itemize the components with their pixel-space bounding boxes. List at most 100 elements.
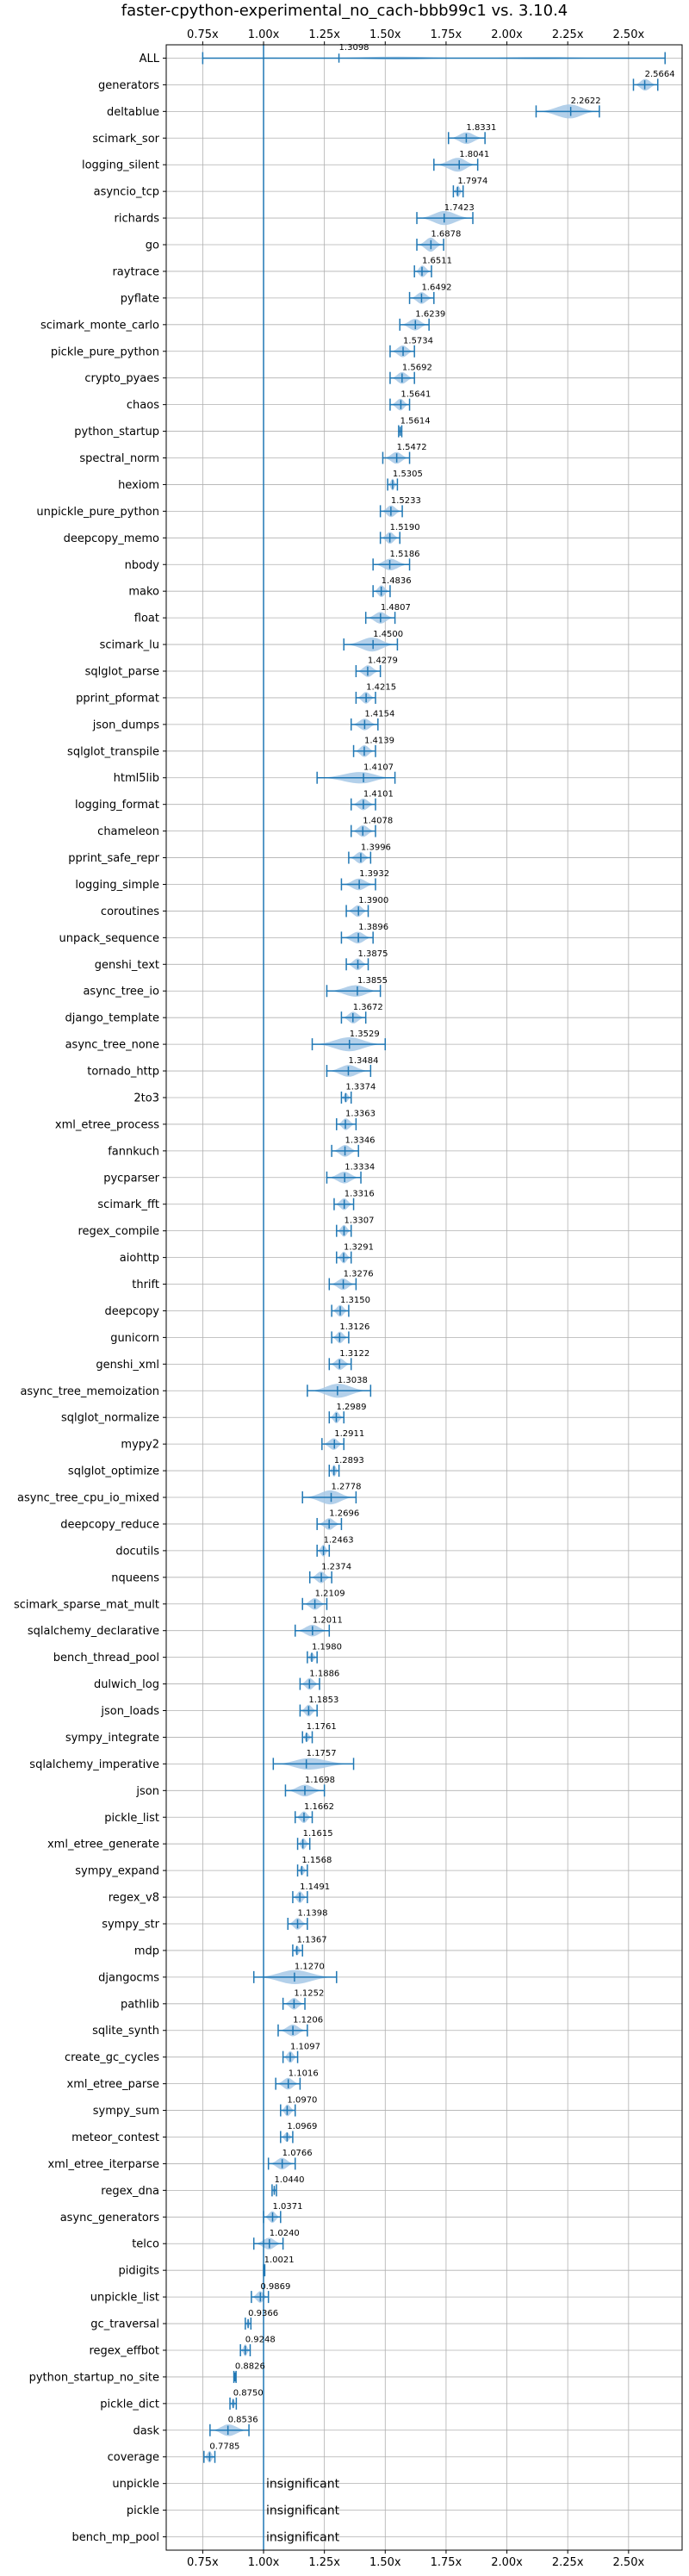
data-label: 1.3126 bbox=[339, 1322, 369, 1332]
x-tick-label-top: 0.75x bbox=[187, 28, 219, 41]
category-label: chaos bbox=[127, 399, 159, 412]
insignificant-label: insignificant bbox=[266, 2504, 340, 2518]
data-label: 1.3307 bbox=[344, 1216, 374, 1225]
category-label: hexiom bbox=[118, 479, 159, 492]
category-label: unpickle_list bbox=[90, 2292, 159, 2305]
category-label: meteor_contest bbox=[71, 2131, 159, 2144]
category-label: deepcopy_reduce bbox=[60, 1518, 159, 1531]
category-label: pprint_safe_repr bbox=[68, 852, 159, 865]
data-label: 1.2911 bbox=[334, 1429, 364, 1439]
data-label: 1.4107 bbox=[363, 762, 394, 772]
data-label: 1.1980 bbox=[312, 1642, 342, 1652]
category-label: sqlglot_normalize bbox=[61, 1412, 159, 1425]
category-label: xml_etree_process bbox=[55, 1118, 159, 1131]
data-label: 1.3098 bbox=[339, 43, 369, 53]
data-label: 1.3316 bbox=[344, 1189, 375, 1198]
data-label: 0.9366 bbox=[248, 2309, 278, 2318]
data-label: 1.1016 bbox=[289, 2069, 319, 2078]
category-label: python_startup_no_site bbox=[29, 2371, 159, 2384]
data-label: 0.8750 bbox=[233, 2389, 264, 2399]
category-label: pickle_dict bbox=[100, 2398, 159, 2411]
category-label: sqlite_synth bbox=[92, 2025, 159, 2038]
category-label: pprint_pformat bbox=[76, 692, 159, 705]
category-label: gunicorn bbox=[110, 1332, 159, 1345]
category-label: sympy_integrate bbox=[65, 1732, 159, 1745]
data-label: 1.0970 bbox=[287, 2095, 317, 2105]
category-label: create_gc_cycles bbox=[65, 2051, 159, 2064]
data-label: 1.6878 bbox=[431, 230, 461, 240]
category-label: genshi_xml bbox=[96, 1359, 159, 1372]
category-label: genshi_text bbox=[95, 959, 159, 972]
data-label: 1.5734 bbox=[403, 336, 433, 345]
category-label: sqlglot_parse bbox=[85, 666, 159, 679]
data-label: 1.7974 bbox=[457, 177, 487, 186]
data-label: 1.2374 bbox=[321, 1563, 351, 1572]
data-label: 1.3334 bbox=[344, 1163, 375, 1173]
category-label: dask bbox=[133, 2424, 159, 2437]
grid bbox=[166, 45, 682, 2550]
category-label: scimark_monte_carlo bbox=[40, 319, 159, 332]
x-tick-label-bottom: 1.00x bbox=[248, 2556, 280, 2569]
data-label: 1.0440 bbox=[274, 2175, 304, 2185]
x-tick-label-top: 2.25x bbox=[552, 28, 584, 41]
data-label: 1.6511 bbox=[422, 257, 452, 266]
category-label: sqlglot_optimize bbox=[68, 1465, 159, 1478]
category-label: sqlglot_transpile bbox=[67, 745, 159, 758]
x-tick-label-top: 2.50x bbox=[613, 28, 645, 41]
data-label: 1.5641 bbox=[400, 389, 431, 399]
category-label: pathlib bbox=[121, 1998, 159, 2011]
data-label: 1.0766 bbox=[282, 2149, 313, 2158]
category-label: fannkuch bbox=[108, 1145, 159, 1158]
data-label: 1.2109 bbox=[315, 1589, 345, 1598]
category-label: raytrace bbox=[112, 265, 159, 278]
category-label: unpickle bbox=[112, 2478, 159, 2491]
data-label: 1.3529 bbox=[350, 1030, 380, 1039]
category-label: xml_etree_generate bbox=[47, 1839, 159, 1851]
x-tick-label-bottom: 0.75x bbox=[187, 2556, 219, 2569]
category-label: docutils bbox=[115, 1545, 159, 1558]
data-label: 1.3875 bbox=[358, 949, 388, 959]
category-label: django_template bbox=[65, 1012, 159, 1025]
data-label: 1.2011 bbox=[313, 1615, 343, 1625]
category-label: tornado_http bbox=[87, 1066, 159, 1079]
data-label: 1.1491 bbox=[300, 1882, 330, 1892]
category-label: logging_simple bbox=[75, 879, 159, 892]
data-label: 1.1615 bbox=[303, 1829, 333, 1839]
category-label: 2to3 bbox=[133, 1092, 159, 1104]
category-label: pickle_list bbox=[104, 1812, 159, 1825]
data-label: 1.2989 bbox=[336, 1403, 366, 1412]
category-label: logging_silent bbox=[82, 159, 159, 172]
labels: ALL 1.3098 generators 2.5664 deltablue 2.2622… bbox=[14, 43, 675, 2544]
category-label: async_tree_cpu_io_mixed bbox=[17, 1492, 159, 1505]
category-label: xml_etree_parse bbox=[67, 2078, 159, 2091]
data-label: 1.0021 bbox=[264, 2256, 295, 2265]
data-label: 1.4139 bbox=[364, 737, 394, 746]
category-label: gc_traversal bbox=[90, 2318, 159, 2331]
data-label: 1.1367 bbox=[297, 1936, 327, 1945]
category-label: sympy_sum bbox=[93, 2105, 159, 2118]
category-label: pickle bbox=[127, 2504, 159, 2517]
data-label: 1.5472 bbox=[397, 443, 427, 452]
category-label: sympy_expand bbox=[75, 1865, 159, 1878]
data-label: 1.0240 bbox=[270, 2229, 300, 2238]
data-label: 1.5186 bbox=[390, 550, 420, 559]
data-label: 1.5614 bbox=[400, 416, 431, 426]
category-label: djangocms bbox=[98, 1971, 159, 1984]
category-label: coverage bbox=[108, 2451, 159, 2464]
data-label: 1.3150 bbox=[340, 1296, 370, 1305]
x-tick-label-bottom: 1.50x bbox=[369, 2556, 401, 2569]
category-label: deltablue bbox=[107, 106, 159, 119]
data-label: 1.3291 bbox=[344, 1242, 374, 1252]
category-label: coroutines bbox=[101, 905, 159, 918]
data-label: 1.2893 bbox=[334, 1456, 364, 1465]
data-label: 0.8826 bbox=[235, 2362, 265, 2372]
data-label: 1.4154 bbox=[364, 710, 394, 719]
data-label: 1.4836 bbox=[382, 576, 412, 586]
category-label: scimark_lu bbox=[100, 639, 159, 652]
category-label: json_loads bbox=[100, 1705, 159, 1718]
category-label: thrift bbox=[132, 1279, 159, 1291]
data-label: 1.3672 bbox=[353, 1003, 383, 1012]
data-label: 1.4215 bbox=[366, 683, 396, 693]
data-label: 1.8331 bbox=[466, 123, 496, 133]
